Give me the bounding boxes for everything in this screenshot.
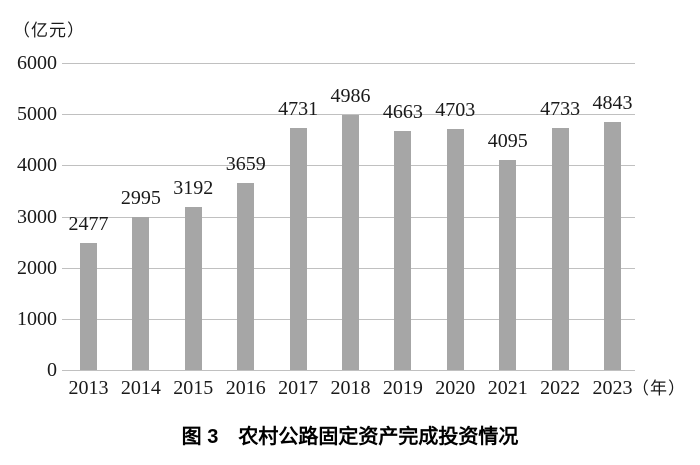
gridline xyxy=(62,114,635,116)
bar-2017 xyxy=(289,127,307,370)
x-tick-label: 2021 xyxy=(487,377,528,399)
x-tick-label: 2014 xyxy=(120,377,161,399)
x-tick-label: 2016 xyxy=(225,377,266,399)
x-tick-label: 2018 xyxy=(330,377,371,399)
bar-value-label: 3659 xyxy=(225,152,266,175)
bar-value-label: 4843 xyxy=(592,92,633,115)
bar-2013 xyxy=(80,243,97,370)
y-tick-label: 0 xyxy=(47,359,57,381)
bar-2020 xyxy=(446,129,464,370)
bar-2021 xyxy=(499,160,517,370)
bar-value-label: 4095 xyxy=(487,130,528,153)
bar-2015 xyxy=(184,206,202,370)
y-tick-label: 6000 xyxy=(17,52,57,74)
x-tick-label: 2019 xyxy=(382,377,423,399)
x-axis-unit-label: （年） xyxy=(632,379,686,398)
bar-value-label: 4986 xyxy=(330,84,371,107)
figure-caption: 图 3 农村公路固定资产完成投资情况 xyxy=(181,426,519,448)
x-tick-label: 2020 xyxy=(435,377,476,399)
x-tick-label: 2015 xyxy=(173,377,214,399)
bar-value-label: 2477 xyxy=(68,213,109,236)
x-tick-label: 2017 xyxy=(278,377,319,399)
y-tick-label: 4000 xyxy=(17,154,57,177)
bar-2014 xyxy=(132,216,150,370)
bar-value-label: 4663 xyxy=(382,101,423,124)
y-tick-label: 1000 xyxy=(17,307,57,330)
bar-2023 xyxy=(604,122,621,370)
bar-value-label: 4703 xyxy=(435,99,476,122)
bar-2016 xyxy=(237,182,255,370)
bar-2018 xyxy=(342,114,359,370)
bar-2022 xyxy=(551,127,569,370)
x-tick-label: 2022 xyxy=(540,377,581,399)
gridline xyxy=(62,370,635,371)
bar-value-label: 2995 xyxy=(120,186,161,209)
bar-value-label: 4731 xyxy=(278,97,319,120)
x-tick-label: 2013 xyxy=(68,377,109,399)
gridline xyxy=(62,63,635,64)
y-axis-unit-label: （亿元） xyxy=(13,21,85,40)
bar-2019 xyxy=(394,131,412,370)
y-tick-label: 3000 xyxy=(17,205,57,228)
y-tick-label: 5000 xyxy=(17,103,57,126)
y-tick-label: 2000 xyxy=(17,256,57,279)
bar-value-label: 3192 xyxy=(173,176,214,199)
bar-value-label: 4733 xyxy=(540,97,581,120)
x-tick-label: 2023 xyxy=(592,377,633,399)
